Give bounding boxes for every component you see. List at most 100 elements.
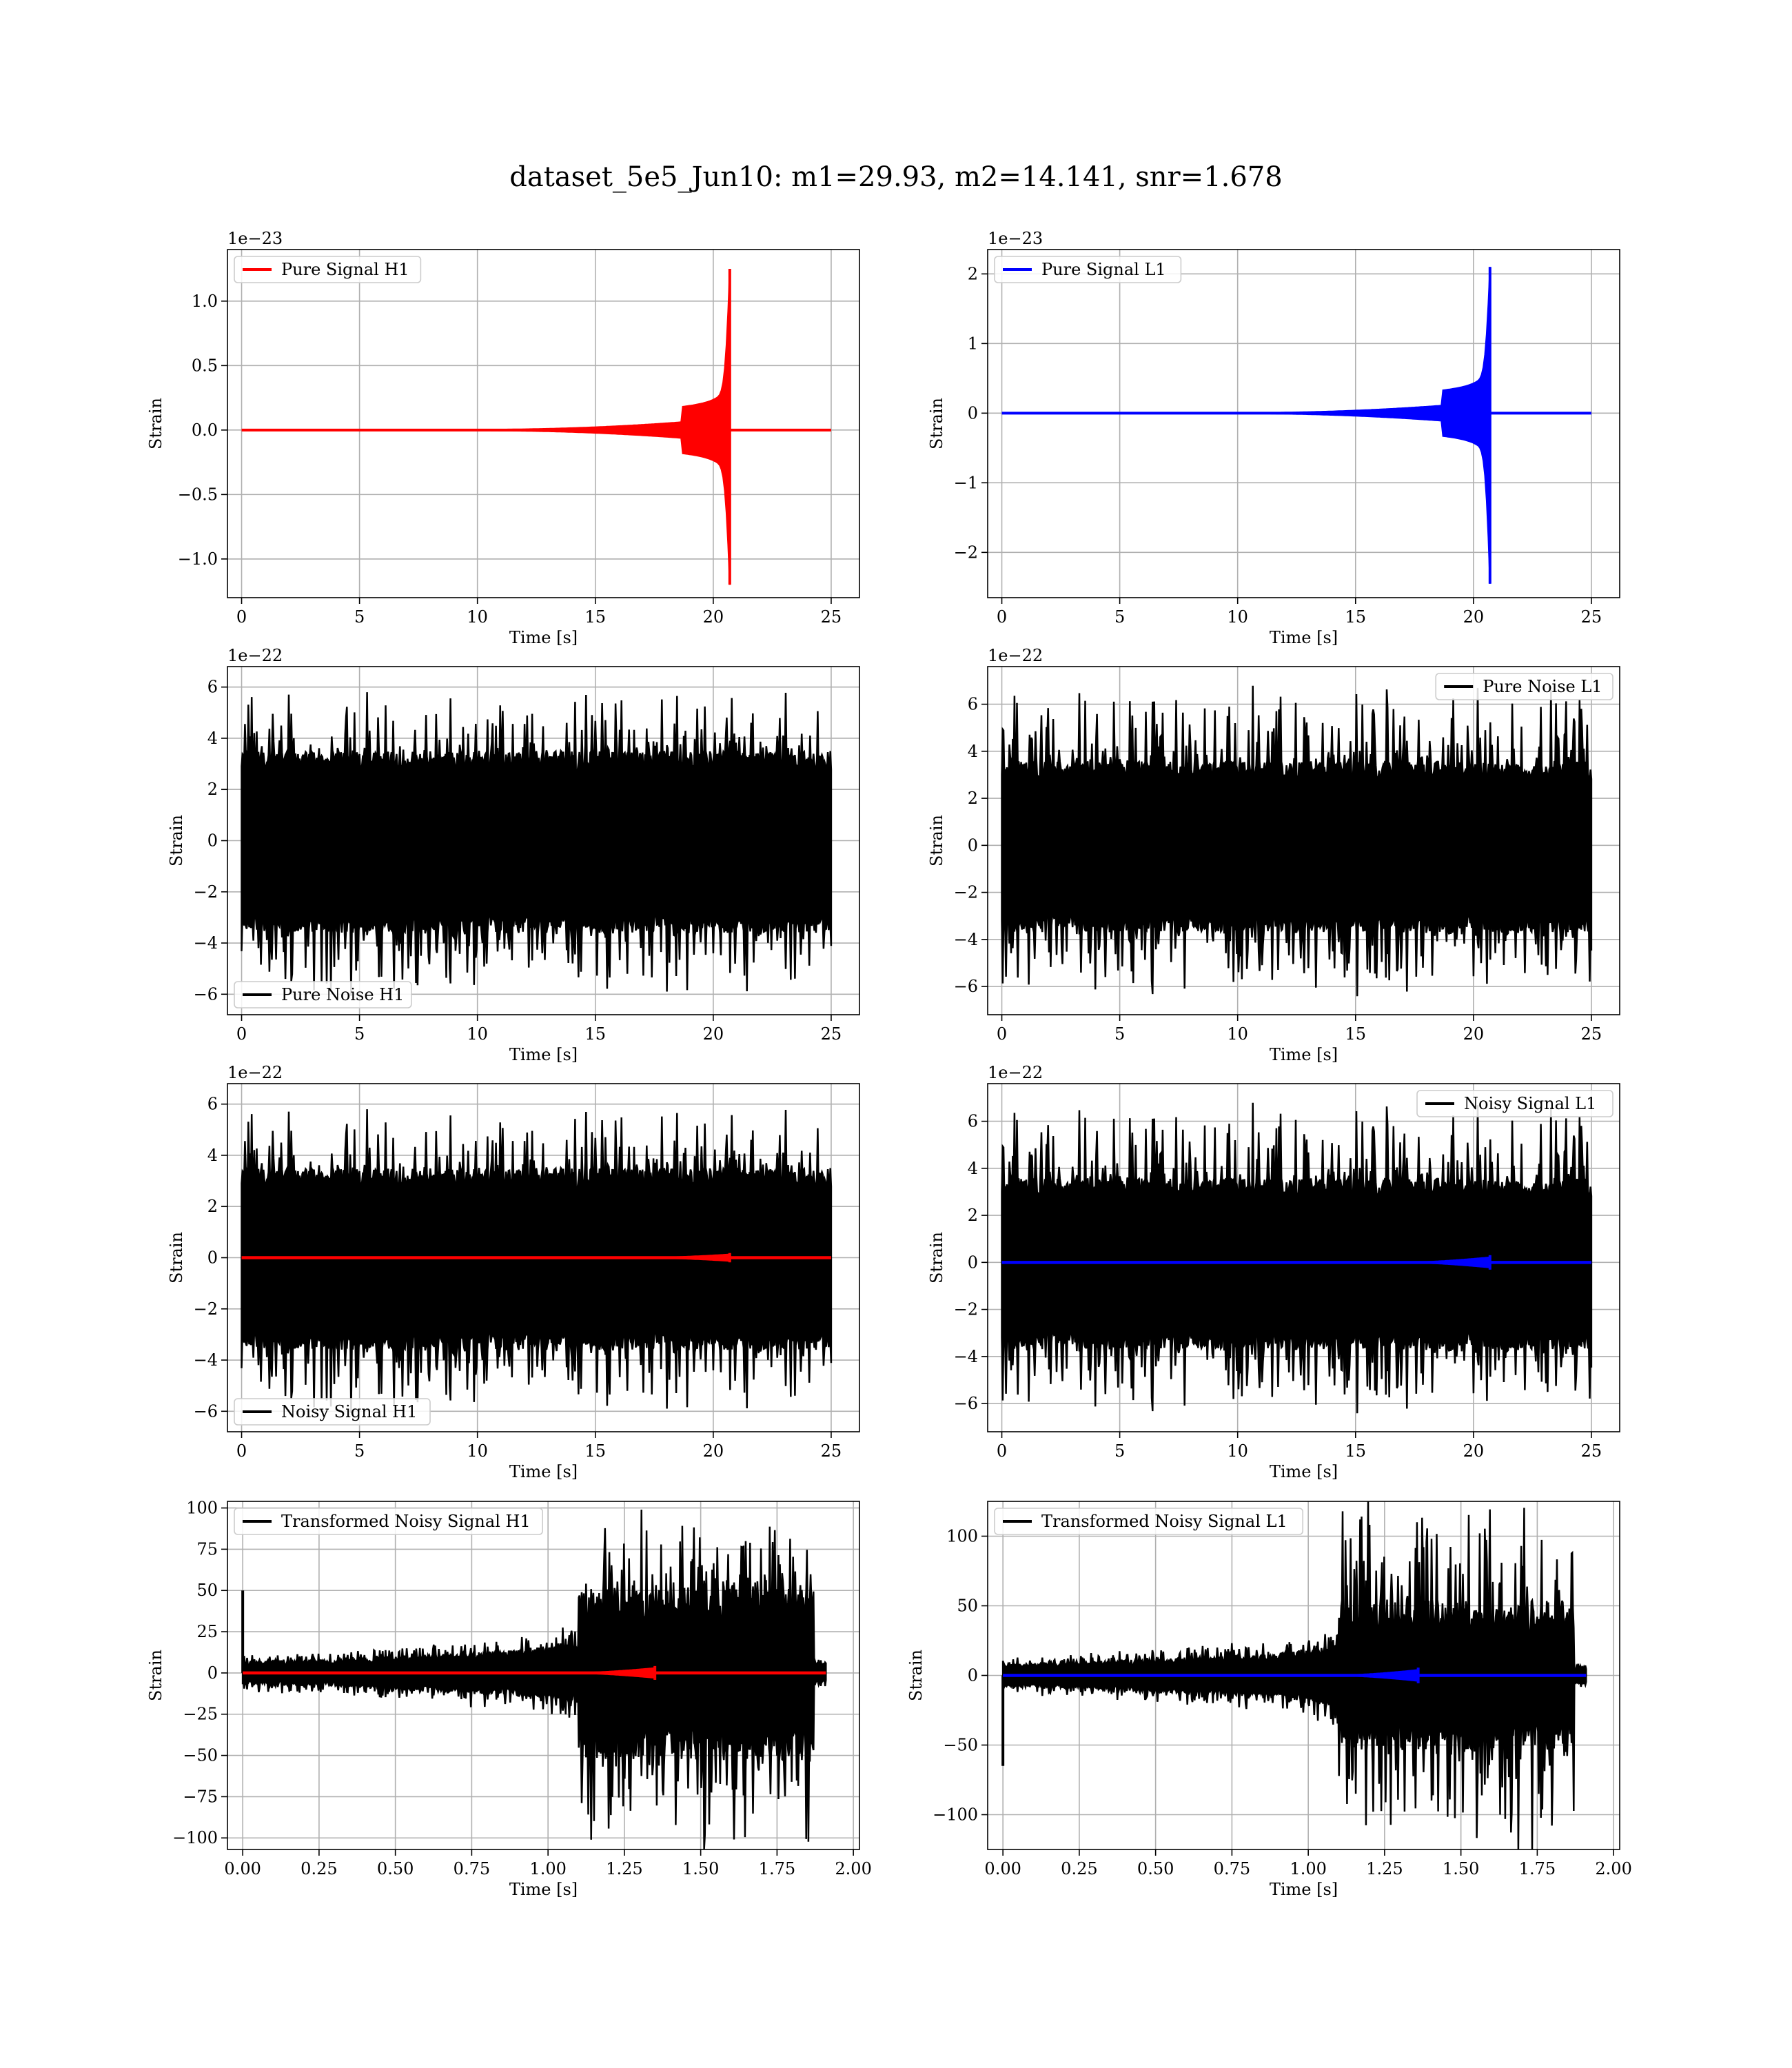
legend-box	[1416, 1090, 1613, 1117]
y-offset-text: 1e−23	[988, 229, 1043, 248]
x-tick-label: 1.50	[1443, 1859, 1479, 1878]
x-tick-label: 0.50	[1137, 1859, 1174, 1878]
y-tick-label: 100	[946, 1527, 978, 1546]
x-tick-label: 10	[1227, 1024, 1248, 1044]
y-tick-label: −4	[954, 1347, 978, 1366]
legend-box	[1435, 673, 1613, 700]
panel-pure-noise-l1: 0 5 10 15 20 25 −6 −4 −2 0 2 4 6 Time [s] Strain 1e−22 P…	[927, 646, 1620, 1064]
x-tick-label: 0	[997, 607, 1007, 627]
y-offset-text: 1e−22	[227, 646, 283, 665]
legend-label: Transformed Noisy Signal L1	[1041, 1512, 1287, 1531]
x-tick-label: 20	[703, 607, 724, 627]
series-overlay-1	[241, 1253, 831, 1263]
plot-area	[241, 269, 831, 585]
y-offset-text: 1e−22	[227, 1063, 283, 1082]
ticks: 0 5 10 15 20 25 −1.0 −0.5 0.0 0.5 1.0	[178, 292, 842, 627]
figure-title: dataset_5e5_Jun10: m1=29.93, m2=14.141, …	[509, 161, 1282, 193]
x-tick-label: 25	[1581, 1441, 1602, 1461]
x-tick-label: 0.25	[301, 1859, 337, 1878]
y-tick-label: 1.0	[192, 292, 218, 311]
y-tick-label: −0.5	[178, 485, 218, 504]
legend-label: Pure Signal L1	[1041, 260, 1166, 279]
x-tick-label: 1.00	[529, 1859, 566, 1878]
x-tick-label: 10	[467, 1024, 488, 1044]
x-axis-label: Time [s]	[509, 628, 578, 647]
series-overlay-1	[1001, 1255, 1591, 1270]
x-tick-label: 10	[467, 1441, 488, 1461]
y-tick-label: 0	[968, 1253, 978, 1272]
y-tick-label: 2	[968, 789, 978, 808]
y-offset-text: 1e−23	[227, 229, 283, 248]
ticks: 0.00 0.25 0.50 0.75 1.00 1.25 1.50 1.75 2.00 −100…	[172, 1499, 872, 1878]
x-tick-label: 5	[1114, 607, 1125, 627]
y-tick-label: 0	[207, 1663, 218, 1683]
y-tick-label: 2	[968, 1206, 978, 1225]
y-tick-label: −2	[954, 883, 978, 902]
y-tick-label: −2	[954, 1300, 978, 1319]
legend: Transformed Noisy Signal H1	[234, 1508, 544, 1535]
x-tick-label: 1.25	[1366, 1859, 1403, 1878]
y-tick-label: 2	[968, 264, 978, 283]
legend-box	[994, 256, 1182, 283]
plot-area	[1001, 267, 1591, 584]
y-tick-label: −6	[194, 1401, 218, 1421]
plot-area	[1001, 1102, 1593, 1414]
legend: Pure Signal L1	[994, 256, 1182, 283]
x-tick-label: 25	[821, 1441, 842, 1461]
legend-box	[234, 256, 422, 283]
x-tick-label: 25	[1581, 607, 1602, 627]
y-tick-label: 25	[196, 1622, 218, 1641]
legend-box	[994, 1508, 1304, 1535]
y-tick-label: −2	[954, 543, 978, 562]
plot-area	[241, 1509, 827, 1849]
y-tick-label: 0	[968, 403, 978, 423]
y-tick-label: 2	[207, 780, 218, 799]
x-tick-label: 1.00	[1290, 1859, 1326, 1878]
y-tick-label: 6	[968, 1112, 978, 1131]
x-tick-label: 0	[997, 1441, 1007, 1461]
panel-transformed-noisy-signal-l1: 0.00 0.25 0.50 0.75 1.00 1.25 1.50 1.75 2.00 −100…	[906, 1501, 1632, 1899]
panel-noisy-signal-h1: 0 5 10 15 20 25 −6 −4 −2 0 2 4 6 Time [s] Strain 1e−22 N…	[167, 1063, 860, 1481]
x-tick-label: 5	[354, 607, 365, 627]
legend-label: Transformed Noisy Signal H1	[281, 1512, 531, 1531]
y-tick-label: 4	[968, 742, 978, 761]
x-tick-label: 0	[236, 607, 247, 627]
x-tick-label: 5	[1114, 1024, 1125, 1044]
x-tick-label: 0.75	[454, 1859, 490, 1878]
x-tick-label: 0.50	[377, 1859, 414, 1878]
y-tick-label: 2	[207, 1197, 218, 1216]
x-tick-label: 10	[467, 607, 488, 627]
x-tick-label: 20	[703, 1441, 724, 1461]
y-tick-label: −75	[183, 1787, 218, 1806]
panel-noisy-signal-l1: 0 5 10 15 20 25 −6 −4 −2 0 2 4 6 Time [s] Strain 1e−22 N…	[927, 1063, 1620, 1481]
y-tick-label: −100	[172, 1828, 218, 1847]
ticks: 0 5 10 15 20 25 −2 −1 0 1 2	[954, 264, 1602, 627]
y-offset-text: 1e−22	[988, 1063, 1043, 1082]
y-tick-label: −50	[183, 1746, 218, 1765]
x-tick-label: 0	[236, 1024, 247, 1044]
axes-frame	[227, 1501, 860, 1850]
y-axis-label: Strain	[927, 1232, 946, 1284]
y-tick-label: 0	[207, 831, 218, 851]
panel-pure-signal-l1: 0 5 10 15 20 25 −2 −1 0 1 2 Time [s] Strain 1e−23 Pure…	[927, 229, 1620, 647]
y-tick-label: 50	[196, 1581, 218, 1600]
x-tick-label: 20	[1463, 607, 1485, 627]
ticks: 0 5 10 15 20 25 −6 −4 −2 0 2 4 6	[194, 1095, 842, 1461]
y-tick-label: 50	[957, 1596, 978, 1616]
legend-label: Pure Noise H1	[281, 985, 404, 1004]
x-tick-label: 1.75	[759, 1859, 795, 1878]
x-tick-label: 20	[703, 1024, 724, 1044]
ticks: 0.00 0.25 0.50 0.75 1.00 1.25 1.50 1.75 2.00 −100…	[933, 1527, 1632, 1879]
y-axis-label: Strain	[146, 1650, 165, 1701]
y-tick-label: 6	[968, 695, 978, 714]
legend: Noisy Signal H1	[234, 1398, 431, 1426]
chirp-envelope	[460, 269, 731, 585]
series-transformed-noisy-signal-h1	[241, 1509, 827, 1849]
legend: Pure Noise H1	[234, 981, 412, 1008]
y-tick-label: 0.0	[192, 420, 218, 440]
x-axis-label: Time [s]	[1270, 1880, 1338, 1899]
x-tick-label: 15	[1345, 607, 1367, 627]
x-tick-label: 1.75	[1519, 1859, 1556, 1878]
